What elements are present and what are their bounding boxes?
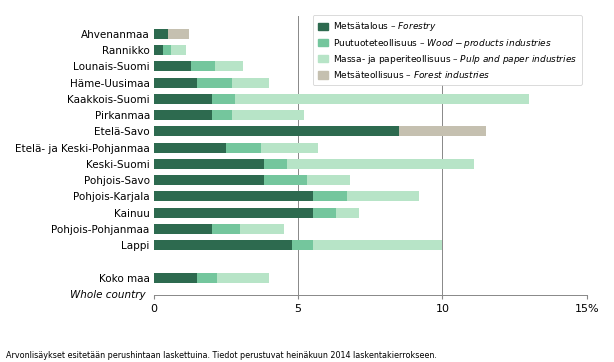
Text: Whole country: Whole country bbox=[70, 290, 146, 300]
Legend: Metsätalous – $\it{Forestry}$, Puutuoteteollisuus – $\it{Wood-products\ industri: Metsätalous – $\it{Forestry}$, Puutuotet… bbox=[313, 15, 582, 85]
Bar bbox=[154, 45, 163, 55]
Bar bbox=[212, 110, 232, 120]
Bar bbox=[232, 77, 270, 88]
Bar bbox=[154, 273, 197, 283]
Bar bbox=[235, 94, 529, 104]
Bar bbox=[212, 224, 241, 234]
Bar bbox=[197, 273, 217, 283]
Bar bbox=[336, 207, 359, 218]
Bar bbox=[232, 110, 304, 120]
Bar bbox=[348, 191, 419, 201]
Bar bbox=[313, 207, 336, 218]
Bar bbox=[313, 240, 443, 250]
Bar bbox=[154, 94, 212, 104]
Bar bbox=[197, 77, 232, 88]
Bar bbox=[292, 240, 313, 250]
Bar bbox=[154, 207, 313, 218]
Bar bbox=[154, 61, 192, 71]
Bar bbox=[154, 240, 292, 250]
Bar bbox=[313, 191, 348, 201]
Bar bbox=[154, 224, 212, 234]
Bar bbox=[154, 191, 313, 201]
Bar bbox=[261, 143, 319, 153]
Bar bbox=[154, 126, 399, 136]
Bar bbox=[217, 273, 270, 283]
Bar bbox=[154, 143, 226, 153]
Bar bbox=[214, 61, 243, 71]
Bar bbox=[154, 110, 212, 120]
Bar bbox=[241, 224, 284, 234]
Bar bbox=[154, 159, 263, 169]
Bar bbox=[163, 45, 171, 55]
Text: Arvonlisäykset esitetään perushintaan laskettuina. Tiedot perustuvat heinäkuun 2: Arvonlisäykset esitetään perushintaan la… bbox=[6, 351, 437, 360]
Bar bbox=[154, 29, 168, 39]
Bar bbox=[287, 159, 474, 169]
Bar bbox=[212, 94, 235, 104]
Bar bbox=[192, 61, 214, 71]
Bar bbox=[154, 77, 197, 88]
Bar bbox=[263, 159, 287, 169]
Bar bbox=[263, 175, 307, 185]
Bar bbox=[399, 126, 486, 136]
Bar bbox=[171, 45, 185, 55]
Bar bbox=[168, 29, 188, 39]
Bar bbox=[226, 143, 261, 153]
Bar bbox=[154, 175, 263, 185]
Bar bbox=[307, 175, 350, 185]
